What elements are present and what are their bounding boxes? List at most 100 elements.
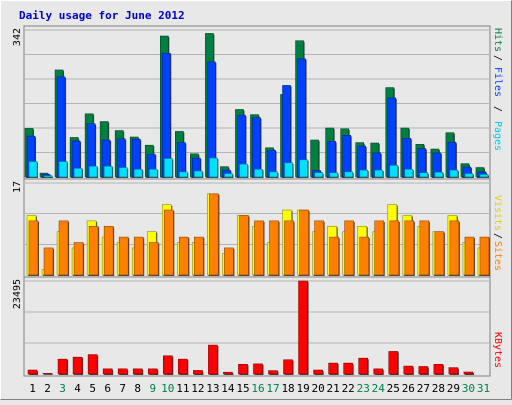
- bar-kbytes-day-9: [147, 368, 159, 375]
- bar-sites-day-3: [58, 220, 70, 276]
- bar-face: [118, 236, 129, 276]
- bar-face: [479, 174, 489, 178]
- legend-visits: Visits: [492, 195, 503, 231]
- bar-kbytes-day-27: [418, 366, 429, 375]
- bar-pages-day-5: [88, 165, 99, 178]
- bar-face: [239, 215, 249, 276]
- bar-sites-day-7: [118, 236, 130, 276]
- bar-face: [103, 225, 114, 276]
- bar-pages-day-1: [28, 161, 38, 178]
- bar-face: [57, 358, 68, 375]
- bar-face: [252, 117, 261, 178]
- x-tick-label: 31: [477, 382, 490, 395]
- bar-pages-day-26: [404, 168, 414, 178]
- bar-face: [269, 220, 279, 276]
- legend-kbytes: KBytes: [492, 332, 503, 368]
- bar-face: [103, 165, 113, 178]
- bar-face: [147, 368, 158, 375]
- bar-face: [43, 247, 54, 276]
- bar-face: [404, 220, 415, 276]
- bar-pages-day-6: [103, 165, 114, 178]
- bar-files-day-16: [252, 117, 262, 178]
- bar-pages-day-31: [479, 174, 489, 178]
- x-tick-label: 12: [191, 382, 204, 395]
- bar-pages-day-3: [58, 161, 69, 178]
- bar-pages-day-10: [163, 158, 174, 178]
- bar-face: [73, 168, 83, 178]
- x-tick-label: 30: [462, 382, 475, 395]
- bar-sites-day-23: [359, 236, 370, 276]
- bar-face: [299, 159, 308, 178]
- bar-kbytes-day-2: [42, 373, 54, 375]
- bar-kbytes-day-5: [87, 354, 99, 375]
- panel-top: 342 Pages / Files / Hits: [12, 25, 503, 180]
- bar-face: [448, 367, 459, 375]
- bar-sites-day-25: [389, 220, 400, 276]
- bar-sites-day-24: [374, 220, 385, 276]
- bar-sites-day-10: [163, 209, 175, 276]
- bar-face: [209, 193, 219, 276]
- x-tick-label: 27: [417, 382, 430, 395]
- bar-face: [359, 236, 370, 276]
- bar-sites-day-5: [88, 225, 100, 276]
- bar-sites-day-12: [194, 236, 205, 276]
- bar-face: [434, 231, 445, 276]
- bar-face: [194, 236, 204, 276]
- bar-kbytes-day-18: [283, 359, 294, 375]
- legend-separator-2: /: [492, 55, 503, 61]
- bar-kbytes-day-19: [298, 280, 309, 375]
- bar-face: [329, 172, 338, 178]
- bar-kbytes-day-4: [72, 356, 84, 375]
- bar-face: [297, 58, 306, 178]
- x-tick-label: 13: [206, 382, 219, 395]
- bar-face: [163, 209, 174, 276]
- x-tick-label: 4: [74, 382, 81, 395]
- bar-face: [479, 236, 490, 276]
- bar-kbytes-day-20: [313, 369, 324, 375]
- bar-pages-day-27: [419, 172, 429, 178]
- bar-face: [388, 351, 399, 375]
- bar-kbytes-day-24: [373, 368, 384, 375]
- bar-face: [373, 368, 384, 375]
- bar-pages-day-28: [434, 171, 444, 178]
- bar-face: [403, 365, 414, 375]
- panel-middle: 17 Sites / Visits: [12, 178, 503, 278]
- panel-bottom-ymax-label: 23495: [12, 279, 23, 309]
- x-tick-label: 20: [312, 382, 325, 395]
- bar-pages-day-21: [329, 172, 339, 178]
- bar-face: [87, 354, 98, 375]
- x-tick-label: 7: [119, 382, 126, 395]
- bar-face: [358, 357, 369, 375]
- bar-sites-day-30: [464, 236, 475, 276]
- panel-top-legend: Pages / Files / Hits: [492, 28, 503, 151]
- bar-pages-day-23: [359, 169, 369, 178]
- bar-face: [224, 247, 234, 276]
- x-tick-label: 8: [134, 382, 141, 395]
- bar-kbytes-day-22: [343, 362, 354, 375]
- bar-face: [269, 171, 278, 178]
- x-axis-day-labels: 1 2 3 4 5 6 7 8 9 10 11 12 13 14 15 16 17 18 19 20 21 22 23 24 2…: [29, 382, 490, 395]
- bar-shadow: [44, 374, 54, 375]
- bar-face: [117, 368, 128, 375]
- panel-middle-bars: [26, 193, 490, 276]
- bar-face: [224, 173, 233, 178]
- bar-face: [433, 364, 444, 375]
- bar-pages-day-2: [43, 175, 54, 178]
- panel-bottom-grid: [25, 280, 489, 344]
- bar-kbytes-day-21: [328, 362, 339, 375]
- bar-pages-day-24: [374, 169, 384, 178]
- x-tick-label: 29: [447, 382, 460, 395]
- bar-face: [359, 169, 369, 178]
- bar-face: [209, 157, 218, 178]
- bar-kbytes-day-23: [358, 357, 369, 375]
- bar-pages-day-22: [344, 171, 354, 178]
- bar-face: [118, 167, 128, 178]
- bar-sites-day-27: [419, 220, 430, 276]
- bar-sites-day-8: [133, 236, 145, 276]
- bar-sites-day-15: [239, 215, 250, 276]
- legend-separator-1: /: [492, 106, 503, 112]
- x-tick-label: 24: [372, 382, 386, 395]
- x-tick-label: 11: [176, 382, 189, 395]
- bar-face: [374, 220, 385, 276]
- x-tick-label: 6: [104, 382, 111, 395]
